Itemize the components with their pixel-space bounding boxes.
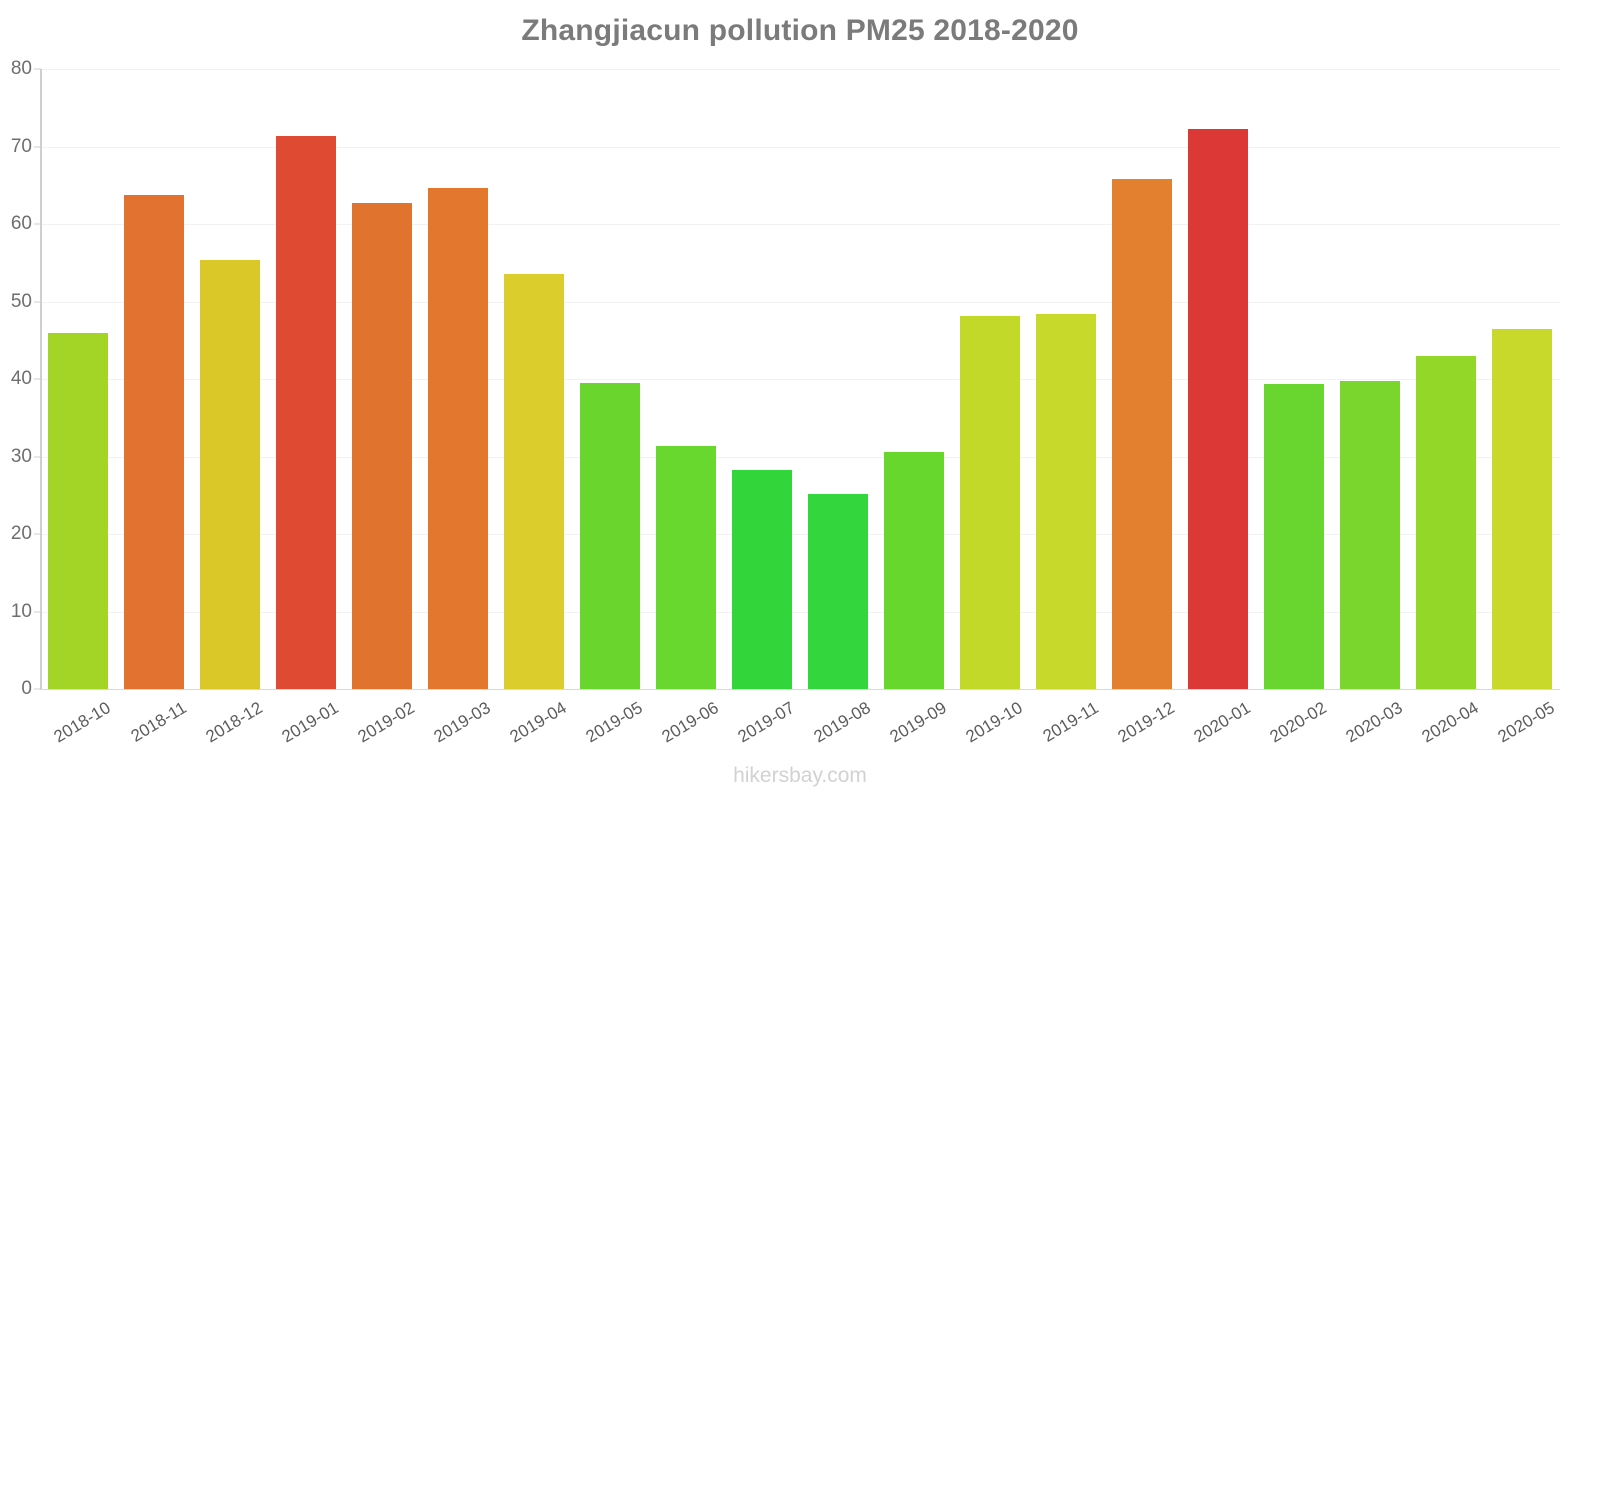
- bar-2019-02[interactable]: [352, 203, 412, 689]
- y-tick-mark-80: [34, 68, 41, 70]
- y-tick-mark-40: [34, 378, 41, 380]
- y-tick-label-40: 40: [10, 368, 32, 389]
- bar-2019-07[interactable]: [732, 469, 792, 689]
- bar-2018-11[interactable]: [124, 195, 184, 689]
- gridline-50: [40, 301, 1560, 303]
- pollution-bar-chart: Zhangjiacun pollution PM25 2018-2020 0 10…: [0, 0, 1560, 800]
- y-tick-label-0: 0: [21, 678, 32, 699]
- y-axis-labels: 0 10 20 30 40 50 60 70 80: [0, 0, 36, 800]
- y-tick-label-80: 80: [10, 58, 32, 79]
- bar-2018-12[interactable]: [200, 259, 260, 689]
- y-tick-label-30: 30: [10, 445, 32, 467]
- y-tick-label-20: 20: [10, 523, 32, 544]
- y-tick-label-50: 50: [10, 290, 32, 312]
- bar-2020-04[interactable]: [1416, 355, 1476, 689]
- y-tick-label-70: 70: [10, 135, 32, 157]
- bar-2020-01[interactable]: [1188, 129, 1248, 689]
- bar-2019-03[interactable]: [428, 187, 488, 689]
- gridline-60: [40, 224, 1560, 225]
- x-tick-label-2018-10: 2018-10: [50, 698, 114, 747]
- gridline-40: [40, 379, 1560, 380]
- bar-2020-03[interactable]: [1340, 380, 1400, 689]
- bar-2019-11[interactable]: [1036, 313, 1096, 689]
- bar-2019-05[interactable]: [580, 382, 640, 689]
- y-axis-line: [40, 69, 42, 690]
- y-tick-label-10: 10: [10, 600, 32, 622]
- bar-2019-06[interactable]: [656, 446, 716, 689]
- gridline-20: [40, 534, 1560, 535]
- bar-series: [40, 69, 1560, 689]
- bar-2020-02[interactable]: [1264, 383, 1324, 689]
- gridline-30: [40, 456, 1560, 458]
- bar-2019-08[interactable]: [808, 494, 868, 689]
- chart-title: Zhangjiacun pollution PM25 2018-2020: [521, 14, 1079, 47]
- bar-2019-01[interactable]: [276, 136, 336, 689]
- bar-2020-05[interactable]: [1492, 329, 1552, 689]
- y-tick-mark-0: [34, 688, 41, 690]
- bar-2019-09[interactable]: [884, 451, 944, 689]
- y-tick-mark-30: [34, 456, 41, 457]
- y-tick-mark-20: [34, 533, 41, 535]
- y-tick-mark-60: [34, 223, 41, 225]
- gridline-70: [40, 146, 1560, 148]
- bar-2019-04[interactable]: [504, 274, 564, 689]
- gridline-10: [40, 611, 1560, 613]
- bar-2019-10[interactable]: [960, 316, 1020, 689]
- bar-2018-10[interactable]: [48, 333, 108, 689]
- y-tick-mark-70: [34, 146, 41, 147]
- bar-2019-12[interactable]: [1112, 179, 1172, 689]
- y-tick-label-60: 60: [10, 213, 32, 234]
- x-axis-line: [40, 689, 1560, 690]
- x-axis-labels: 2018-10 2018-11 2018-12 2019-01 2019-02 2019-…: [40, 690, 1560, 760]
- footer-credit: hikersbay.com: [733, 764, 867, 787]
- gridline-80: [40, 69, 1560, 70]
- y-tick-mark-50: [34, 301, 41, 302]
- y-tick-mark-10: [34, 611, 41, 612]
